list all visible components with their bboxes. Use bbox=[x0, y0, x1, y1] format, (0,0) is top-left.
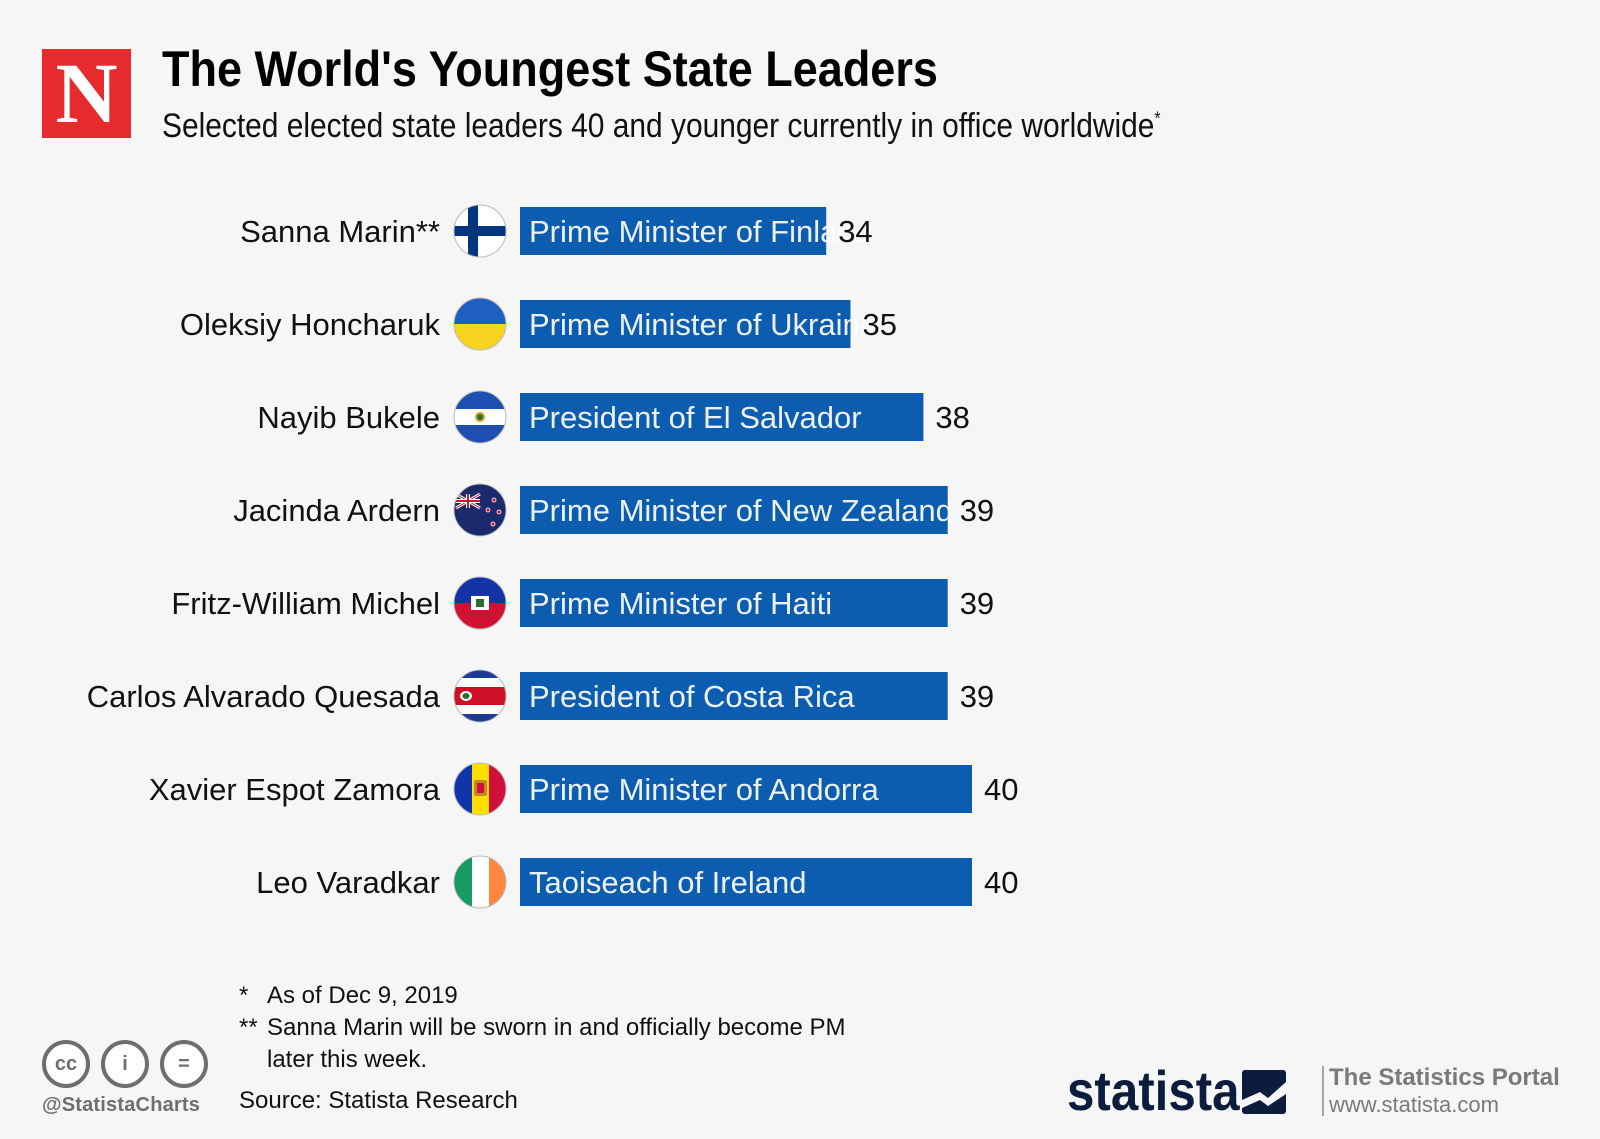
chart-subtitle: Selected elected state leaders 40 and yo… bbox=[162, 107, 1161, 146]
category-label: Carlos Alvarado Quesada bbox=[87, 679, 441, 714]
statista-handle[interactable]: @StatistaCharts bbox=[42, 1094, 201, 1116]
footnote-2-continued-text: later this week. bbox=[267, 1046, 428, 1073]
value-label: 39 bbox=[960, 586, 994, 621]
subtitle-text: Selected elected state leaders 40 and yo… bbox=[162, 107, 1155, 145]
footnote-2-mark: ** bbox=[239, 1014, 258, 1041]
footnote-2-continued: later this week. bbox=[239, 1044, 846, 1076]
category-label: Sanna Marin** bbox=[240, 214, 440, 249]
category-label: Jacinda Ardern bbox=[233, 493, 440, 528]
value-label: 39 bbox=[960, 679, 994, 714]
value-label: 38 bbox=[935, 400, 969, 435]
portal-divider bbox=[1322, 1066, 1324, 1116]
bar-label: Taoiseach of Ireland bbox=[529, 865, 806, 900]
bar-label: Prime Minister of Ukraine bbox=[529, 307, 877, 342]
value-label: 35 bbox=[863, 307, 897, 342]
bar bbox=[520, 393, 924, 441]
costa-rica-flag-icon bbox=[453, 669, 507, 723]
value-label: 34 bbox=[838, 214, 872, 249]
el-salvador-flag-icon bbox=[453, 390, 507, 444]
bar bbox=[520, 858, 972, 906]
category-label: Oleksiy Honcharuk bbox=[180, 307, 441, 342]
category-label: Leo Varadkar bbox=[256, 865, 440, 900]
statista-logo-icon bbox=[1242, 1070, 1286, 1114]
bar-label: President of Costa Rica bbox=[529, 679, 855, 714]
bars-layer: Sanna Marin** Prime Minister of Finland34… bbox=[87, 207, 1018, 906]
statista-logo-text[interactable]: statista bbox=[1067, 1059, 1240, 1122]
category-label: Xavier Espot Zamora bbox=[149, 772, 441, 807]
bar bbox=[520, 486, 948, 534]
bar-label: Prime Minister of Haiti bbox=[529, 586, 832, 621]
footnote-2-text: Sanna Marin will be sworn in and officia… bbox=[267, 1014, 846, 1041]
category-label: Fritz-William Michel bbox=[171, 586, 440, 621]
new-zealand-flag-icon bbox=[453, 483, 507, 537]
creative-commons-icon[interactable]: cc bbox=[42, 1040, 90, 1088]
portal-url[interactable]: www.statista.com bbox=[1329, 1092, 1499, 1117]
ireland-flag-icon bbox=[453, 855, 507, 909]
bar-label: Prime Minister of Andorra bbox=[529, 772, 879, 807]
bar-label: Prime Minister of New Zealand bbox=[529, 493, 953, 528]
finland-flag-icon bbox=[453, 204, 507, 258]
bar bbox=[520, 579, 948, 627]
footnote-1-mark: * bbox=[239, 982, 249, 1009]
bar-chart: Sanna Marin** Prime Minister of Finland34… bbox=[87, 204, 1018, 909]
bar-label: President of El Salvador bbox=[529, 400, 862, 435]
bar bbox=[520, 765, 972, 813]
portal-title: The Statistics Portal bbox=[1329, 1064, 1560, 1091]
subtitle-footnote-mark: * bbox=[1154, 108, 1161, 129]
andorra-flag-icon bbox=[453, 762, 507, 816]
value-label: 40 bbox=[984, 772, 1018, 807]
value-label: 39 bbox=[960, 493, 994, 528]
haiti-flag-icon bbox=[453, 576, 507, 630]
no-derivatives-icon[interactable]: = bbox=[160, 1040, 208, 1088]
ukraine-flag-icon bbox=[453, 297, 507, 351]
footnote-2: ** Sanna Marin will be sworn in and offi… bbox=[239, 1012, 846, 1044]
bar bbox=[520, 300, 851, 348]
source-note: Source: Statista Research bbox=[239, 1087, 518, 1114]
license-icons: cc i = bbox=[42, 1040, 208, 1088]
bar-label: Prime Minister of Finland bbox=[529, 214, 872, 249]
footnote-1: * As of Dec 9, 2019 bbox=[239, 980, 846, 1012]
footnote-3-mark bbox=[239, 1044, 267, 1076]
newsweek-logo: N bbox=[42, 49, 131, 138]
footnote-1-text: As of Dec 9, 2019 bbox=[267, 982, 458, 1009]
chart-title: The World's Youngest State Leaders bbox=[162, 41, 938, 97]
value-label: 40 bbox=[984, 865, 1018, 900]
bar bbox=[520, 672, 948, 720]
footnotes: * As of Dec 9, 2019 ** Sanna Marin will … bbox=[239, 980, 846, 1076]
category-label: Nayib Bukele bbox=[257, 400, 440, 435]
bar bbox=[520, 207, 827, 255]
attribution-icon[interactable]: i bbox=[101, 1040, 149, 1088]
